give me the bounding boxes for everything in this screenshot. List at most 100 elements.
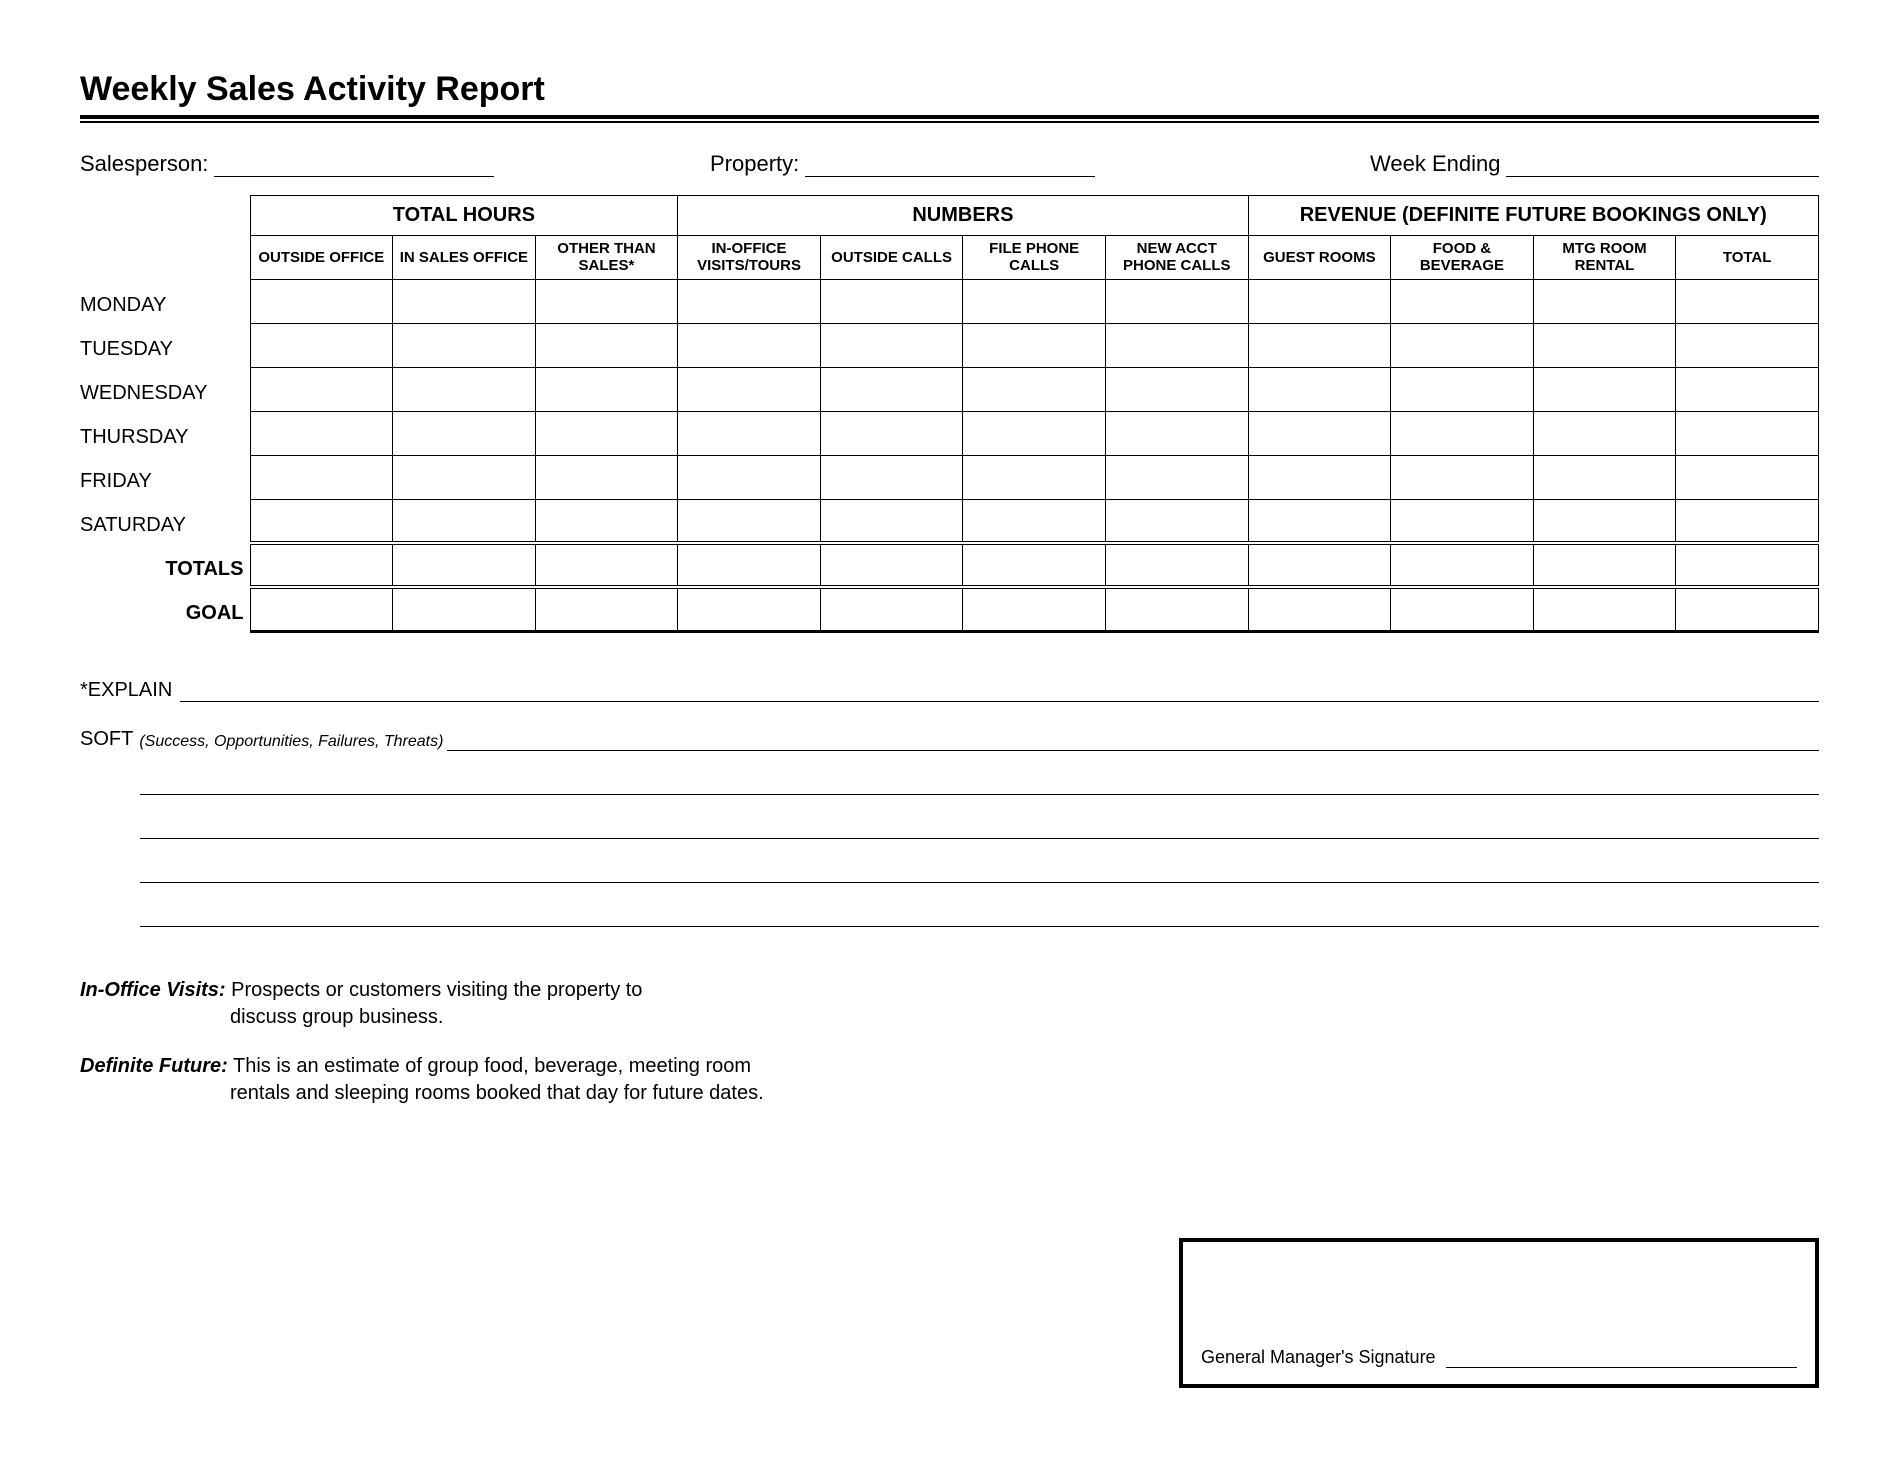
notes-line-4[interactable] [140,883,1819,927]
cell[interactable] [1248,367,1391,411]
cell[interactable] [1391,587,1534,631]
cell[interactable] [1105,279,1248,323]
cell[interactable] [678,587,821,631]
page: Weekly Sales Activity Report Salesperson… [0,0,1899,1468]
cell[interactable] [1105,323,1248,367]
cell[interactable] [393,367,536,411]
cell[interactable] [678,455,821,499]
cell[interactable] [1391,279,1534,323]
cell[interactable] [1676,323,1819,367]
cell[interactable] [963,499,1106,543]
cell[interactable] [678,279,821,323]
cell[interactable] [535,411,678,455]
cell[interactable] [1248,323,1391,367]
cell[interactable] [250,587,393,631]
cell[interactable] [1391,411,1534,455]
cell[interactable] [1533,543,1676,587]
cell[interactable] [963,411,1106,455]
soft-input-line[interactable] [447,733,1819,751]
cell[interactable] [1533,587,1676,631]
cell[interactable] [393,455,536,499]
cell[interactable] [250,455,393,499]
cell[interactable] [678,367,821,411]
cell[interactable] [1391,367,1534,411]
cell[interactable] [820,455,963,499]
cell[interactable] [678,323,821,367]
cell[interactable] [1533,367,1676,411]
cell[interactable] [678,543,821,587]
cell[interactable] [963,323,1106,367]
cell[interactable] [1391,543,1534,587]
cell[interactable] [250,543,393,587]
cell[interactable] [1533,279,1676,323]
property-input-line[interactable] [805,155,1095,177]
cell[interactable] [535,279,678,323]
cell[interactable] [1533,411,1676,455]
cell[interactable] [963,279,1106,323]
cell[interactable] [1248,279,1391,323]
cell[interactable] [963,455,1106,499]
cell[interactable] [820,411,963,455]
cell[interactable] [1676,499,1819,543]
cell[interactable] [535,367,678,411]
cell[interactable] [1391,323,1534,367]
cell[interactable] [1533,499,1676,543]
cell[interactable] [535,323,678,367]
cell[interactable] [1105,455,1248,499]
cell[interactable] [393,411,536,455]
cell[interactable] [1676,279,1819,323]
notes-line-2[interactable] [140,795,1819,839]
cell[interactable] [393,279,536,323]
cell[interactable] [1248,411,1391,455]
cell[interactable] [1676,411,1819,455]
cell[interactable] [250,499,393,543]
cell[interactable] [820,323,963,367]
cell[interactable] [250,323,393,367]
cell[interactable] [820,587,963,631]
cell[interactable] [963,543,1106,587]
notes-line-1[interactable] [140,751,1819,795]
cell[interactable] [1105,499,1248,543]
cell[interactable] [1105,367,1248,411]
cell[interactable] [678,411,821,455]
cell[interactable] [1105,411,1248,455]
cell[interactable] [963,587,1106,631]
cell[interactable] [1676,455,1819,499]
cell[interactable] [1391,499,1534,543]
notes-line-3[interactable] [140,839,1819,883]
cell[interactable] [820,367,963,411]
cell[interactable] [820,543,963,587]
cell[interactable] [820,279,963,323]
explain-input-line[interactable] [180,680,1819,702]
cell[interactable] [1391,455,1534,499]
cell[interactable] [678,499,821,543]
cell[interactable] [1105,543,1248,587]
cell[interactable] [535,587,678,631]
cell[interactable] [393,499,536,543]
salesperson-input-line[interactable] [214,155,494,177]
cell[interactable] [250,367,393,411]
cell[interactable] [1105,587,1248,631]
cell[interactable] [393,543,536,587]
cell[interactable] [393,323,536,367]
cell[interactable] [535,455,678,499]
cell[interactable] [963,367,1106,411]
cell[interactable] [1248,587,1391,631]
cell[interactable] [820,499,963,543]
cell[interactable] [1248,499,1391,543]
cell[interactable] [1533,323,1676,367]
cell[interactable] [250,279,393,323]
cell[interactable] [1676,543,1819,587]
cell[interactable] [1676,587,1819,631]
cell[interactable] [393,587,536,631]
cell[interactable] [535,499,678,543]
cell[interactable] [250,411,393,455]
cell[interactable] [1248,455,1391,499]
cell[interactable] [1533,455,1676,499]
cell[interactable] [1248,543,1391,587]
cell[interactable] [535,543,678,587]
week-ending-input-line[interactable] [1506,155,1819,177]
cell[interactable] [1676,367,1819,411]
signature-line[interactable] [1446,1348,1797,1368]
label-totals: TOTALS [80,543,250,587]
